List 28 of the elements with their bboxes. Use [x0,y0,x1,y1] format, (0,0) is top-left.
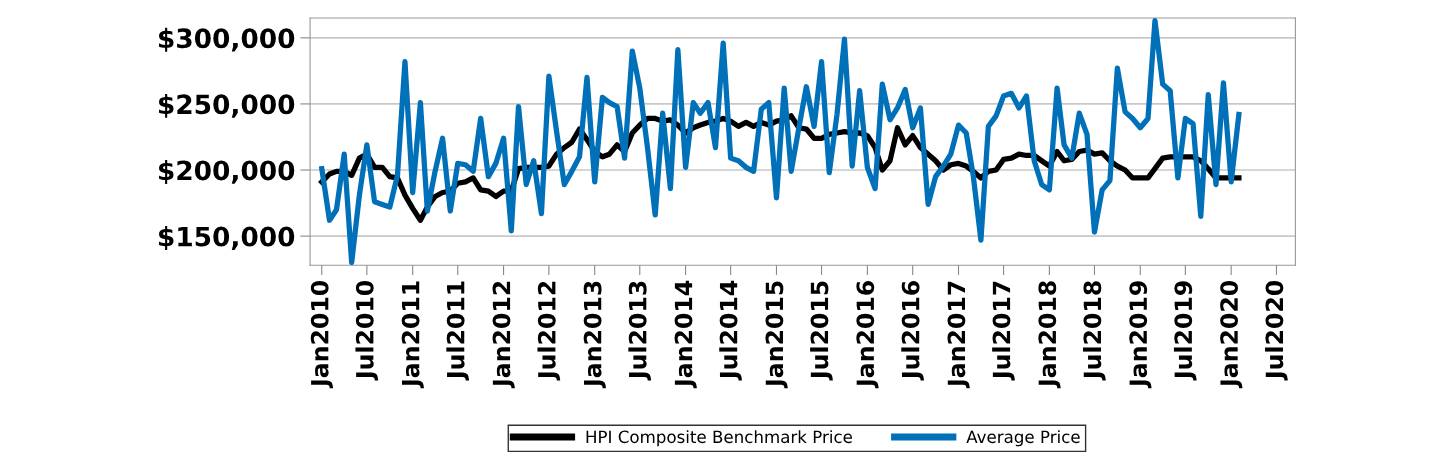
x-tick-label: Jan2014 [674,280,697,389]
x-tick-label: Jan2019 [1129,281,1152,389]
legend-label: HPI Composite Benchmark Price [586,430,852,447]
x-tick-label: Jul2018 [1083,281,1106,381]
x-tick-label: Jul2013 [628,281,652,381]
x-tick-label: Jan2011 [401,281,424,389]
x-tick-label: Jul2020 [1265,280,1288,381]
x-tick-label: Jul2014 [719,280,742,381]
x-tick-label: Jan2013 [583,281,606,389]
x-tick-label: Jul2010 [355,280,379,381]
x-tick-label: Jul2015 [810,281,833,381]
x-tick-label: Jan2012 [492,281,515,389]
x-tick-label: Jul2016 [901,281,924,381]
x-tick-label: Jan2015 [765,281,788,389]
x-tick-label: Jul2019 [1173,281,1197,381]
x-tick-label: Jan2020 [1220,280,1243,389]
x-tick-label: Jan2017 [947,281,970,389]
legend-label: Average Price [966,430,1080,447]
x-tick-label: Jul2011 [446,281,469,381]
x-tick-label: Jan2010 [310,280,334,389]
y-tick-label: $150,000 [159,226,295,251]
y-tick-label: $300,000 [159,27,295,52]
x-tick-label: Jan2018 [1038,281,1061,389]
x-tick-label: Jul2017 [992,281,1015,381]
x-tick-label: Jan2016 [856,281,879,389]
y-tick-label: $200,000 [159,160,295,184]
x-tick-label: Jul2012 [537,281,561,381]
y-tick-label: $250,000 [159,93,295,118]
